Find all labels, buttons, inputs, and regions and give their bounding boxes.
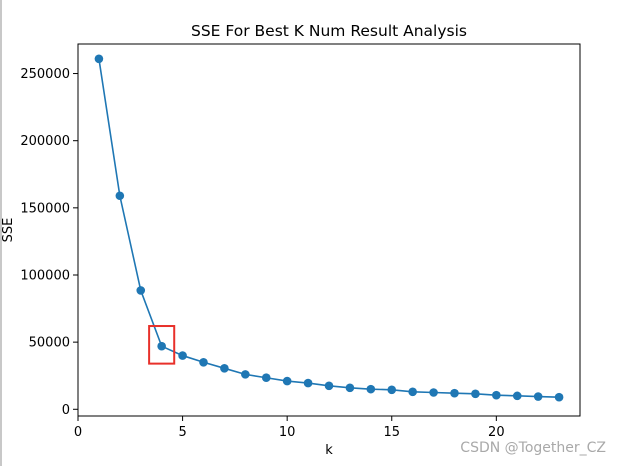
y-tick-label: 50000 — [29, 336, 70, 351]
y-tick-label: 200000 — [20, 134, 70, 149]
series-line — [98, 58, 560, 398]
data-point — [512, 391, 522, 401]
data-point — [282, 376, 292, 386]
x-axis-ticks: 0 5 10 15 20 — [74, 416, 505, 440]
x-tick-label: 10 — [279, 425, 296, 440]
data-point — [554, 392, 564, 402]
y-axis-title: SSE — [1, 218, 16, 243]
x-tick-label: 0 — [74, 425, 82, 440]
data-point — [199, 357, 208, 367]
data-point — [241, 370, 250, 379]
left-edge-border — [0, 0, 2, 466]
series-layer — [94, 54, 564, 402]
data-point — [94, 54, 104, 64]
data-point — [261, 373, 271, 383]
data-point — [533, 392, 543, 401]
y-tick-label: 250000 — [20, 67, 70, 82]
y-tick-label: 150000 — [20, 201, 70, 216]
annotation-layer — [148, 325, 176, 365]
x-tick-label: 15 — [383, 425, 400, 440]
data-point — [324, 381, 334, 391]
plot-area-frame — [77, 43, 581, 417]
data-point — [408, 387, 417, 397]
data-point — [136, 286, 146, 295]
data-point — [387, 385, 397, 395]
y-tick-label: 0 — [62, 403, 70, 418]
data-point — [366, 384, 376, 394]
x-axis-title: k — [325, 443, 333, 458]
x-tick-label: 5 — [178, 425, 186, 440]
data-point — [429, 388, 438, 397]
x-tick-label: 20 — [488, 425, 505, 440]
y-axis-ticks: 0 50000 100000 150000 200000 250000 — [20, 67, 78, 418]
chart-title: SSE For Best K Num Result Analysis — [191, 22, 467, 40]
data-point — [178, 351, 187, 360]
data-point — [115, 191, 125, 201]
data-point — [220, 364, 229, 373]
watermark-text: CSDN @Together_CZ — [460, 440, 606, 456]
data-point — [303, 378, 313, 388]
data-point — [345, 383, 355, 393]
data-point — [492, 390, 501, 400]
highlight-box — [148, 325, 176, 365]
data-point — [157, 341, 166, 351]
y-tick-label: 100000 — [20, 268, 70, 283]
data-point — [450, 388, 459, 398]
data-point — [471, 389, 480, 399]
